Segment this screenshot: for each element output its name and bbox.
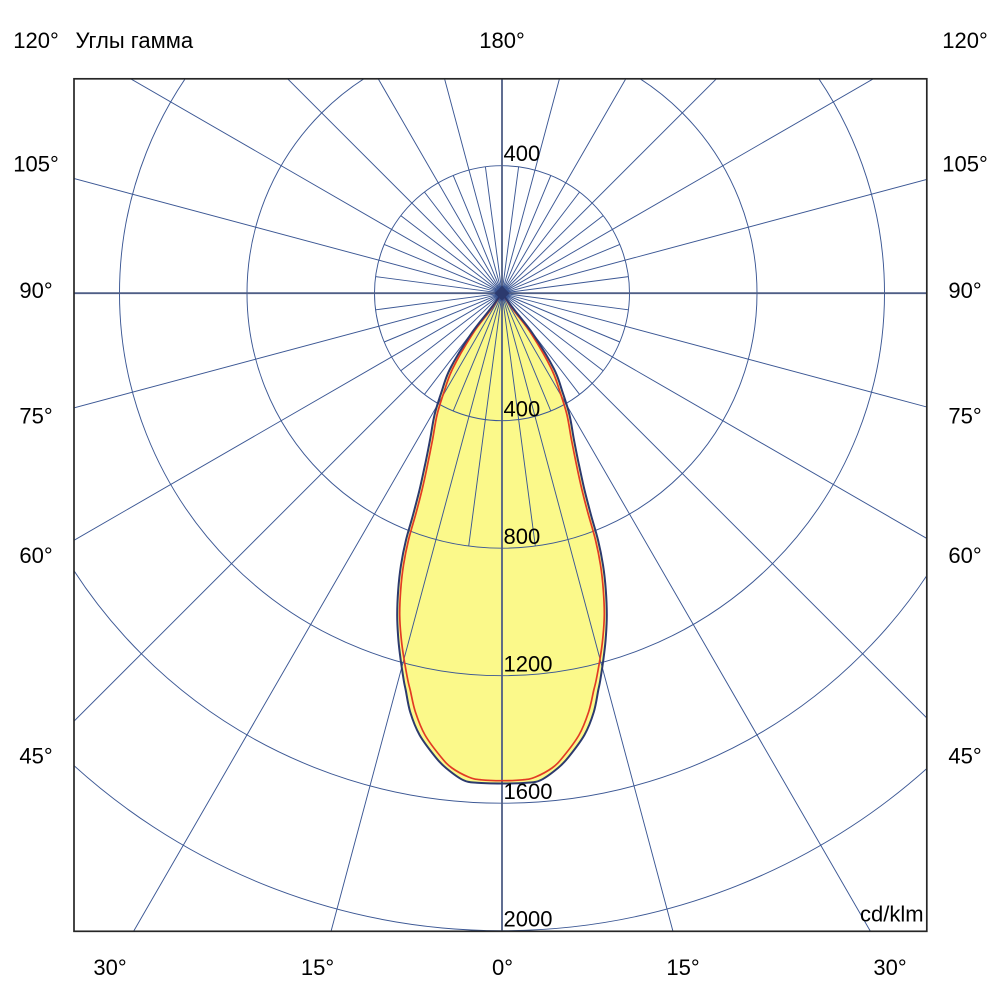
svg-text:180°: 180° [479,28,525,53]
svg-text:15°: 15° [301,955,334,980]
svg-text:45°: 45° [19,744,52,769]
svg-text:105°: 105° [942,152,988,177]
svg-text:cd/klm: cd/klm [860,902,924,927]
svg-text:30°: 30° [93,955,126,980]
svg-text:45°: 45° [948,744,981,769]
svg-text:75°: 75° [948,404,981,429]
svg-text:2000: 2000 [504,907,553,932]
svg-text:Углы гамма: Углы гамма [76,28,194,53]
svg-text:400: 400 [504,141,541,166]
svg-text:60°: 60° [19,543,52,568]
svg-text:60°: 60° [948,543,981,568]
svg-text:75°: 75° [19,404,52,429]
svg-text:90°: 90° [948,278,981,303]
svg-text:400: 400 [504,397,541,422]
svg-text:0°: 0° [492,955,513,980]
svg-text:120°: 120° [942,28,988,53]
svg-text:90°: 90° [19,278,52,303]
svg-text:30°: 30° [873,955,906,980]
svg-text:1600: 1600 [504,779,553,804]
svg-text:1200: 1200 [504,652,553,677]
svg-text:800: 800 [504,524,541,549]
svg-text:120°: 120° [13,28,59,53]
svg-text:15°: 15° [666,955,699,980]
svg-text:105°: 105° [13,152,59,177]
